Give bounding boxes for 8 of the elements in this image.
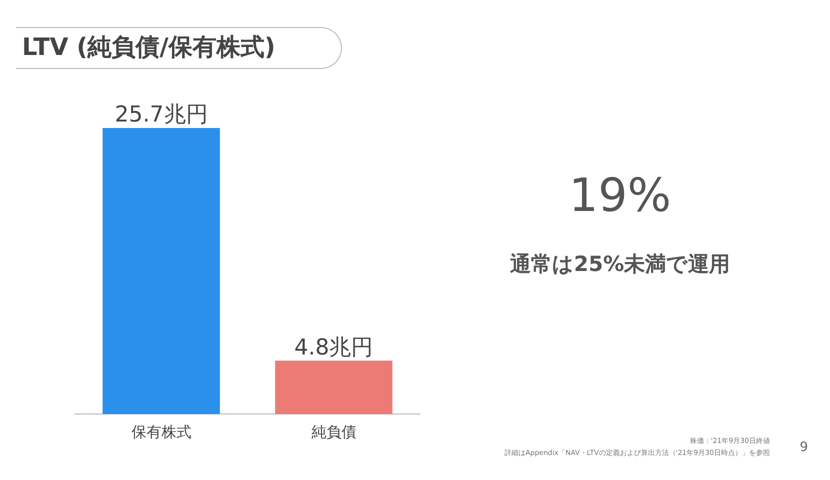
data-label: 4.8兆円 (294, 335, 374, 360)
text: 19% (568, 168, 672, 222)
data-label: 25.7兆円 (114, 102, 208, 128)
text: 通常は25%未満で運用 (508, 251, 732, 278)
chart-title: LTV (純負債/保有株式) (22, 32, 276, 63)
text: 9 (800, 440, 808, 455)
x-tick-label: 純負債 (311, 422, 356, 441)
x-tick-label: 保有株式 (131, 422, 192, 441)
